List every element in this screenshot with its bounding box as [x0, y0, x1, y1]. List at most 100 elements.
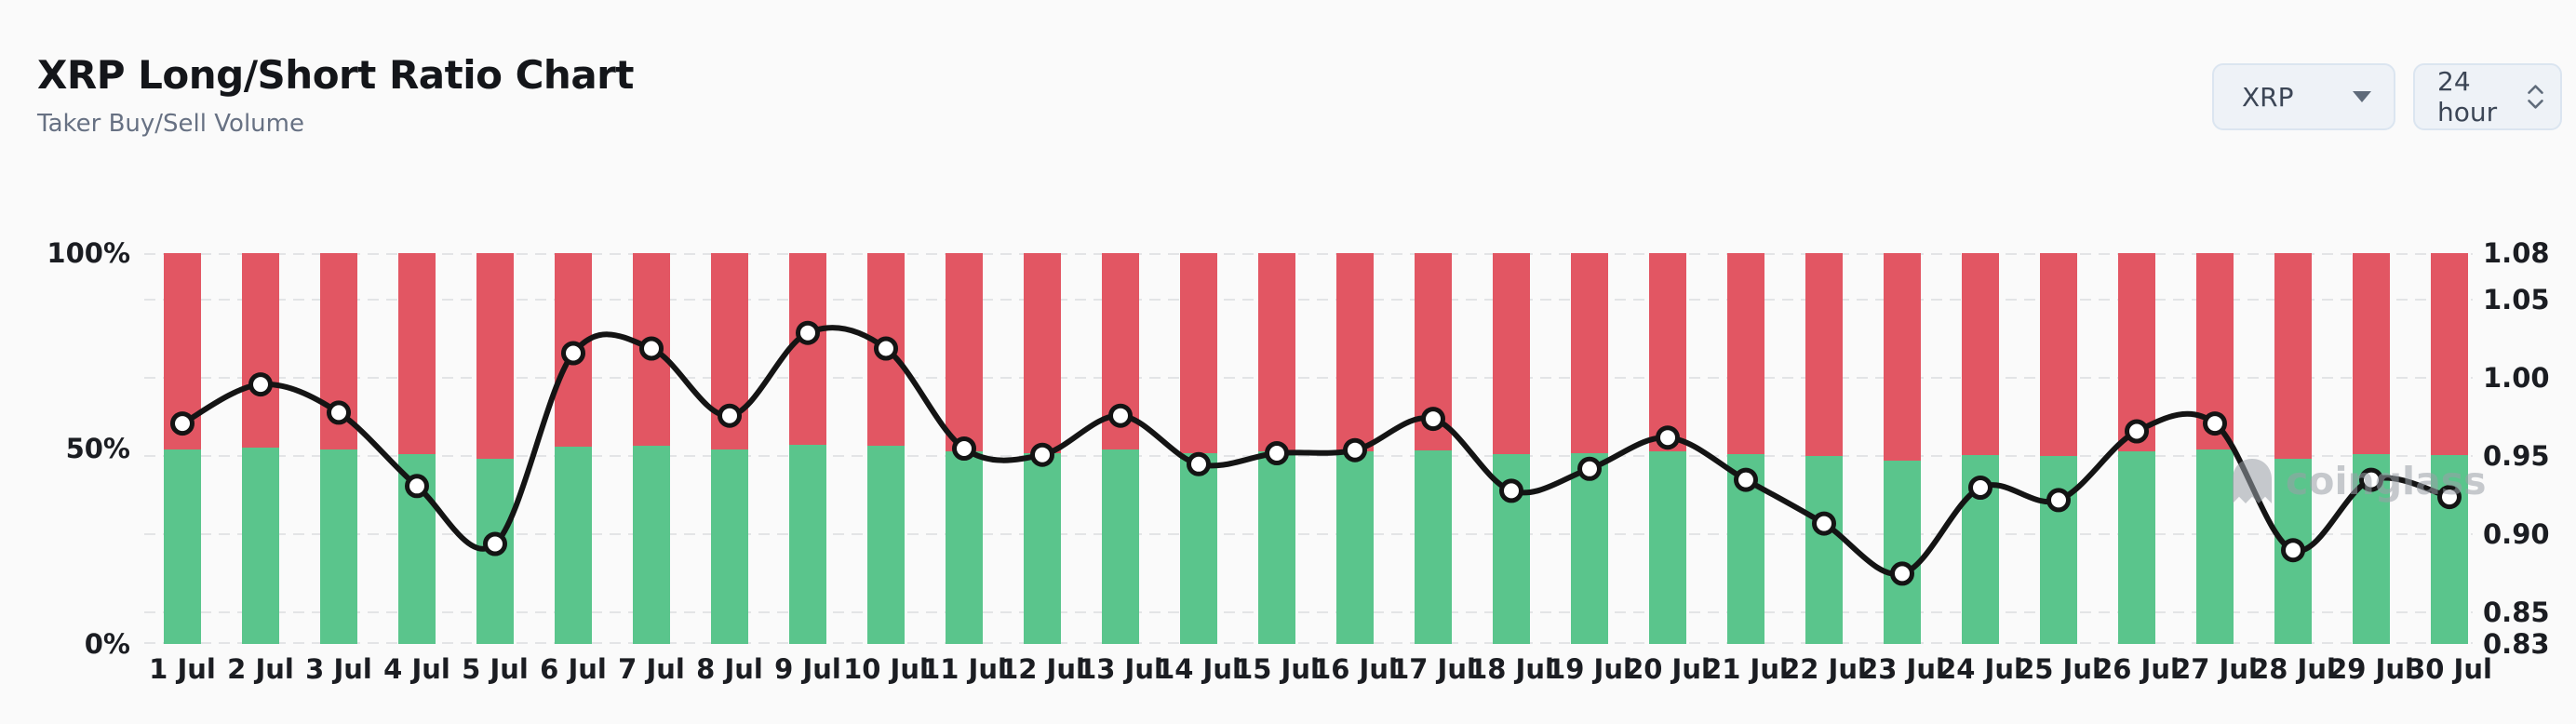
- x-axis-label: 29 Jul: [2328, 653, 2414, 685]
- bar-22-jul[interactable]: [1805, 253, 1843, 644]
- bar-6-jul[interactable]: [555, 253, 592, 644]
- bar-25-jul[interactable]: [2040, 253, 2077, 644]
- x-axis-label: 19 Jul: [1547, 653, 1632, 685]
- left-axis-tick: 50%: [65, 433, 130, 464]
- long-segment: [1805, 456, 1843, 644]
- x-axis-label: 4 Jul: [383, 653, 450, 685]
- short-segment: [1571, 253, 1608, 454]
- bar-23-jul[interactable]: [1884, 253, 1921, 644]
- bar-10-jul[interactable]: [867, 253, 905, 644]
- x-axis-label: 13 Jul: [1078, 653, 1163, 685]
- short-segment: [555, 253, 592, 448]
- bar-4-jul[interactable]: [398, 253, 436, 644]
- short-segment: [2274, 253, 2312, 459]
- short-segment: [1649, 253, 1686, 451]
- long-segment: [711, 449, 748, 644]
- bar-2-jul[interactable]: [242, 253, 279, 644]
- bar-11-jul[interactable]: [946, 253, 983, 644]
- symbol-select[interactable]: XRP: [2212, 63, 2395, 130]
- short-segment: [1727, 253, 1764, 455]
- gridline: [144, 299, 2473, 302]
- right-axis-tick: 1.05: [2483, 284, 2550, 316]
- long-segment: [320, 449, 357, 644]
- bar-26-jul[interactable]: [2118, 253, 2155, 644]
- bar-24-jul[interactable]: [1962, 253, 1999, 644]
- short-segment: [2118, 253, 2155, 451]
- long-segment: [2353, 453, 2390, 644]
- right-axis-tick: 0.90: [2483, 518, 2550, 551]
- x-axis-label: 16 Jul: [1312, 653, 1398, 685]
- x-axis-label: 22 Jul: [1781, 653, 1867, 685]
- long-segment: [164, 449, 201, 644]
- short-segment: [1962, 253, 1999, 455]
- x-axis-label: 14 Jul: [1156, 653, 1241, 685]
- bar-16-jul[interactable]: [1336, 253, 1374, 644]
- bar-9-jul[interactable]: [789, 253, 826, 644]
- short-segment: [1180, 253, 1217, 454]
- caret-down-icon: [2353, 91, 2371, 102]
- gridline: [144, 253, 2473, 255]
- bar-21-jul[interactable]: [1727, 253, 1764, 644]
- bar-28-jul[interactable]: [2274, 253, 2312, 644]
- right-axis-tick: 1.08: [2483, 237, 2550, 269]
- short-segment: [946, 253, 983, 452]
- long-segment: [2431, 454, 2468, 644]
- long-segment: [1962, 454, 1999, 644]
- bar-14-jul[interactable]: [1180, 253, 1217, 644]
- x-axis-label: 11 Jul: [921, 653, 1007, 685]
- long-segment: [555, 447, 592, 644]
- short-segment: [2040, 253, 2077, 457]
- x-axis-label: 24 Jul: [1938, 653, 2023, 685]
- left-axis-tick: 100%: [47, 237, 130, 269]
- bar-15-jul[interactable]: [1258, 253, 1295, 644]
- long-segment: [1884, 461, 1921, 644]
- right-axis-tick: 0.85: [2483, 597, 2550, 629]
- long-segment: [1415, 450, 1452, 644]
- x-axis-label: 15 Jul: [1234, 653, 1320, 685]
- long-segment: [1493, 454, 1530, 644]
- x-axis-label: 26 Jul: [2094, 653, 2180, 685]
- left-axis-tick: 0%: [84, 628, 130, 660]
- bar-30-jul[interactable]: [2431, 253, 2468, 644]
- bar-8-jul[interactable]: [711, 253, 748, 644]
- long-segment: [476, 458, 514, 644]
- x-axis-label: 23 Jul: [1859, 653, 1945, 685]
- bar-18-jul[interactable]: [1493, 253, 1530, 644]
- x-axis-label: 27 Jul: [2172, 653, 2258, 685]
- bar-7-jul[interactable]: [633, 253, 670, 644]
- bar-29-jul[interactable]: [2353, 253, 2390, 644]
- x-axis-label: 7 Jul: [618, 653, 685, 685]
- x-axis-label: 9 Jul: [774, 653, 841, 685]
- long-segment: [242, 447, 279, 644]
- short-segment: [1024, 253, 1061, 454]
- right-axis-tick: 0.95: [2483, 440, 2550, 473]
- bar-19-jul[interactable]: [1571, 253, 1608, 644]
- gridline: [144, 611, 2473, 614]
- short-segment: [789, 253, 826, 446]
- short-segment: [320, 253, 357, 449]
- bar-17-jul[interactable]: [1415, 253, 1452, 644]
- bar-5-jul[interactable]: [476, 253, 514, 644]
- bar-27-jul[interactable]: [2196, 253, 2234, 644]
- long-segment: [1180, 453, 1217, 644]
- long-segment: [2196, 449, 2234, 644]
- interval-select[interactable]: 24 hour: [2413, 63, 2562, 130]
- x-axis-label: 30 Jul: [2407, 653, 2492, 685]
- bar-20-jul[interactable]: [1649, 253, 1686, 644]
- x-axis-label: 17 Jul: [1390, 653, 1476, 685]
- long-segment: [1571, 453, 1608, 644]
- long-segment: [946, 451, 983, 644]
- page-title: XRP Long/Short Ratio Chart: [37, 52, 634, 98]
- short-segment: [2196, 253, 2234, 450]
- x-axis-label: 12 Jul: [1000, 653, 1085, 685]
- bar-1-jul[interactable]: [164, 253, 201, 644]
- bar-13-jul[interactable]: [1102, 253, 1139, 644]
- price-line: [181, 325, 2450, 577]
- short-segment: [633, 253, 670, 447]
- bar-3-jul[interactable]: [320, 253, 357, 644]
- x-axis-label: 10 Jul: [843, 653, 929, 685]
- short-segment: [164, 253, 201, 450]
- short-segment: [867, 253, 905, 447]
- bar-12-jul[interactable]: [1024, 253, 1061, 644]
- chevron-up-down-icon: [2528, 85, 2543, 109]
